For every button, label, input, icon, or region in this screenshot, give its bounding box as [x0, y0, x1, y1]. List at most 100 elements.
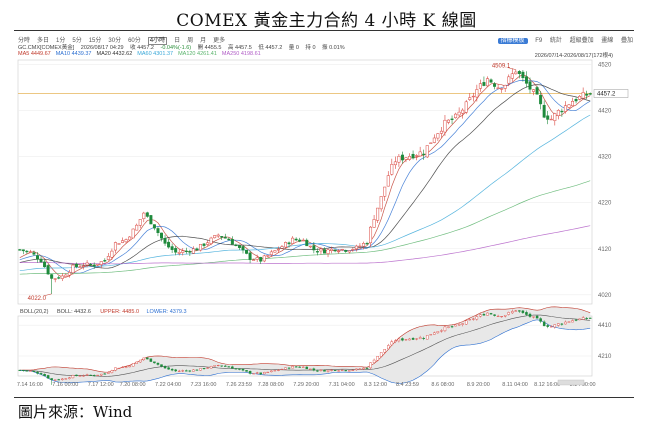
boll-candle-body [472, 318, 475, 320]
period-tab-4[interactable]: 15分 [88, 38, 102, 44]
period-tab-6[interactable]: 60分 [128, 38, 141, 44]
boll-candle-body [78, 375, 82, 377]
boll-candle-body [89, 374, 92, 376]
boll-candle-body [443, 326, 447, 332]
boll-candle-body [206, 367, 209, 369]
x-tick-label: 7.16 00:00 [52, 382, 78, 388]
candle-body [128, 236, 132, 241]
candle-body [560, 110, 564, 113]
candle-body [74, 263, 78, 267]
boll-candle-body [422, 337, 425, 339]
super-overlay-button[interactable]: 超級疊加 [569, 38, 594, 44]
candle-body [301, 239, 305, 242]
boll-candle-body [553, 324, 557, 328]
candle-body [361, 243, 365, 247]
candle-body [198, 244, 202, 251]
boll-candle-body [358, 368, 362, 370]
candle-body [206, 242, 210, 245]
main-plot-frame [17, 59, 593, 305]
f9-button[interactable]: F9 [535, 38, 543, 44]
ma-line-5 [19, 74, 591, 278]
boll-candle-body [199, 368, 202, 371]
candle-body [276, 249, 280, 251]
boll-candle-body [64, 378, 68, 380]
period-tab-5[interactable]: 30分 [108, 38, 122, 44]
candle-body [64, 274, 68, 277]
last-price-tag-box [593, 89, 629, 98]
candle-body [262, 255, 266, 262]
boll-candle-body [340, 369, 344, 371]
boll-candle-body [567, 321, 571, 323]
candle-body [340, 248, 344, 251]
period-tab-8[interactable]: 日 [174, 38, 181, 44]
period-tab-1[interactable]: 多日 [37, 38, 50, 44]
period-tab-0[interactable]: 分時 [18, 38, 31, 44]
candle-body [291, 237, 295, 244]
boll-candle-body [493, 314, 496, 316]
boll-candle-body [333, 369, 337, 371]
period-tab-9[interactable]: 周 [187, 38, 194, 44]
boll-candle-body [379, 352, 383, 357]
boll-candle-body [284, 367, 287, 370]
candle-body [57, 277, 61, 279]
boll-candle-body [585, 317, 588, 319]
boll-candle-body [323, 369, 326, 372]
boll-candle-body [309, 368, 312, 370]
boll-candle-body [209, 366, 213, 369]
candle-body [450, 118, 454, 120]
boll-candle-body [301, 366, 305, 368]
boll-candle-body [160, 364, 163, 367]
boll-candle-body [528, 313, 532, 317]
period-tab-3[interactable]: 5分 [72, 38, 82, 44]
boll-candle-body [153, 361, 156, 364]
candle-body [521, 71, 525, 79]
candle-body [117, 243, 121, 245]
ma-line-250 [19, 225, 591, 265]
boll-candle-body [387, 345, 390, 350]
x-tick-label: 8.6 08:00 [431, 382, 454, 388]
statistics-button[interactable]: 統計 [549, 38, 562, 44]
overlay-button[interactable]: 疊加 [620, 38, 633, 44]
candle-body [549, 118, 553, 121]
candle-body [528, 81, 532, 90]
candle-body [496, 87, 500, 89]
candle-body [99, 261, 103, 265]
boll-candle-body [298, 366, 301, 368]
x-tick-label: 7.17 12:00 [88, 382, 114, 388]
candle-body [177, 252, 181, 254]
boll-candle-body [574, 319, 578, 321]
candle-body [485, 78, 489, 87]
boll-candle-body [121, 366, 124, 368]
boll-candle-body [181, 370, 185, 372]
period-tab-7[interactable]: 4小時 [147, 37, 168, 45]
candle-body [92, 264, 96, 267]
boll-tick-label: 4410 [598, 323, 612, 329]
indicator-template-button[interactable]: 指標模板 [497, 38, 528, 44]
candle-body [227, 238, 231, 241]
candle-body [113, 242, 117, 251]
candle-body [312, 245, 316, 251]
boll-candle-body [454, 324, 457, 327]
candle-body [142, 212, 146, 219]
boll-candle-body [507, 312, 510, 315]
period-tab-2[interactable]: 1分 [56, 38, 66, 44]
boll-candle-body [216, 365, 220, 367]
candle-body [585, 93, 589, 96]
draw-line-button[interactable]: 畫線 [601, 38, 614, 44]
candle-body [542, 104, 546, 118]
boll-candle-body [305, 366, 309, 370]
boll-candle-body [539, 318, 542, 322]
candle-body [138, 219, 142, 226]
candle-body [294, 238, 298, 241]
x-tick-label: 8.9 20:00 [467, 382, 490, 388]
boll-candle-body [149, 358, 153, 362]
boll-candle-body [390, 341, 394, 346]
boll-candle-body [248, 371, 252, 374]
candle-body [191, 248, 195, 254]
period-tab-10[interactable]: 月 [200, 38, 207, 44]
boll-candle-body [29, 370, 32, 372]
period-tab-11[interactable]: 更多 [213, 38, 226, 44]
boll-candle-body [156, 362, 160, 365]
boll-candle-body [241, 368, 245, 371]
boll-mid-line [19, 314, 591, 377]
